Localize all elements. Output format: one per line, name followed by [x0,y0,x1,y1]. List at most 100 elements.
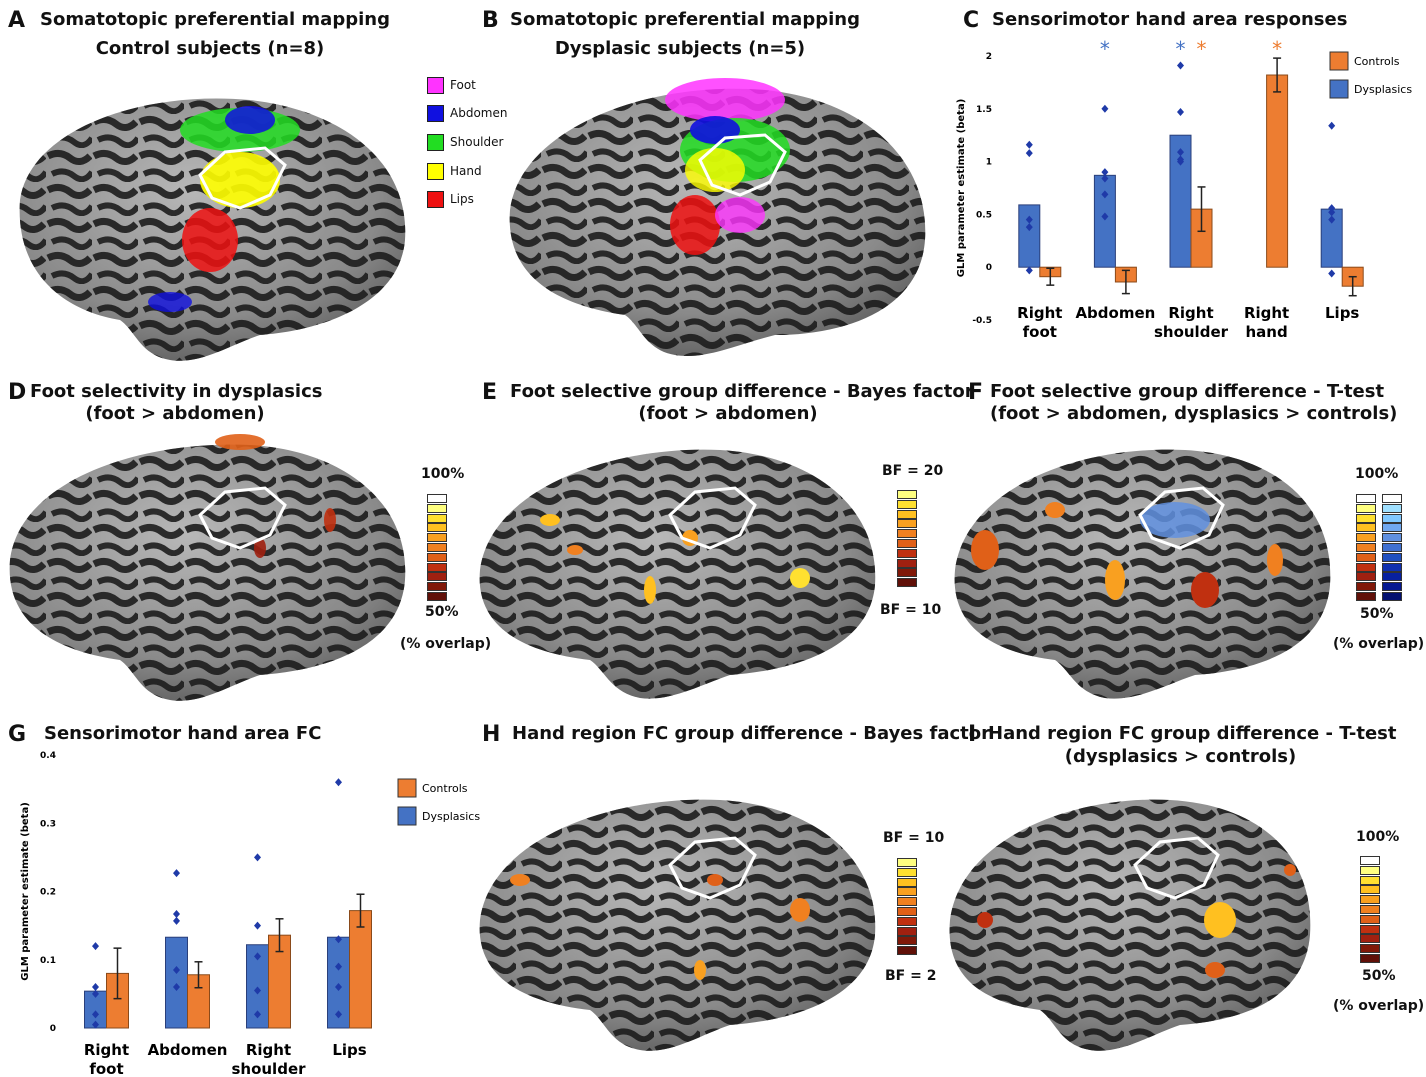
scale-h-top: BF = 10 [883,830,944,846]
data-point-dysplasics [1101,105,1108,113]
scale-e-top: BF = 20 [882,463,943,479]
panel-letter-b: B [482,8,499,33]
scale-step [1356,572,1376,581]
scale-step [1356,523,1376,532]
chart-g-sensorimotor-hand-fc: 00.10.20.30.4GLM parameter estimate (bet… [20,745,490,1075]
y-tick-label: 0.1 [40,956,56,966]
scale-step [427,514,447,523]
y-tick-label: 2 [986,52,992,62]
scale-step [1382,514,1402,523]
scale-step [1360,866,1380,875]
x-category-label: foot [89,1060,123,1075]
panel-c-title: Sensorimotor hand area responses [992,8,1347,32]
scale-step [427,572,447,581]
scale-step [1356,592,1376,601]
scale-d-bottom: 50% [425,604,459,620]
scale-step [1382,563,1402,572]
scale-step [1360,915,1380,924]
panel-i-title-line2: (dysplasics > controls) [988,745,1373,769]
data-point-dysplasics [1026,149,1033,157]
scale-step [1356,543,1376,552]
panel-letter-i: I [968,722,976,747]
x-category-label: Right [1168,304,1213,322]
scale-step [1360,885,1380,894]
legend-label-foot: Foot [450,78,476,92]
scale-step [1382,572,1402,581]
legend-swatch-lips [427,191,444,208]
legend-label-dysplasics: Dysplasics [422,810,480,823]
scale-step [897,500,917,509]
legend-label-controls: Controls [1354,55,1400,68]
scale-step [1360,944,1380,953]
scale-step [1360,934,1380,943]
scale-step [897,868,917,877]
scale-f-top: 100% [1355,466,1398,482]
scale-step [1356,582,1376,591]
scale-step [897,568,917,577]
scale-i-top: 100% [1356,829,1399,845]
scale-step [897,510,917,519]
scale-d-top: 100% [421,466,464,482]
panel-f-title-line1: Foot selective group difference - T-test [990,380,1370,404]
panel-letter-a: A [8,8,25,33]
scale-step [897,529,917,538]
x-category-label: shoulder [231,1060,306,1075]
scale-step [897,927,917,936]
scale-step [427,563,447,572]
legend-swatch-abdomen [427,105,444,122]
data-point-dysplasics [1177,62,1184,70]
brain-surface-i [940,770,1320,1060]
legend-label-hand: Hand [450,164,482,178]
data-point-dysplasics [173,910,180,918]
scale-step [897,907,917,916]
y-tick-label: 1.5 [976,105,992,115]
scale-step [1356,514,1376,523]
legend-swatch-controls [1330,52,1348,70]
y-tick-label: 0 [986,263,992,273]
x-category-label: Right [84,1041,129,1059]
y-axis-label: GLM parameter estimate (beta) [956,99,967,278]
legend-swatch-controls [398,779,416,797]
data-point-dysplasics [254,922,261,930]
scale-step [1360,954,1380,963]
scale-step [1360,925,1380,934]
panel-d-title-line1: Foot selectivity in dysplasics [30,380,320,404]
panel-e-title-line1: Foot selective group difference - Bayes … [510,380,946,404]
chart-c-sensorimotor-hand-responses: -0.5 0 0.5 1 1.5 2 GLM parameter estimate (bet… [950,40,1420,350]
brain-surface-a [0,80,420,370]
brain-surface-f [945,420,1345,705]
scale-step [1360,876,1380,885]
y-tick-label: 0.5 [976,210,992,220]
scale-step [897,539,917,548]
significance-star: * [1197,40,1207,61]
y-tick-label: 1 [986,158,992,168]
brain-surface-e [470,420,890,705]
scale-step [1382,543,1402,552]
x-category-label: Right [1017,304,1062,322]
panel-letter-e: E [482,380,497,405]
panel-g-title: Sensorimotor hand area FC [44,722,321,746]
scale-step [1356,553,1376,562]
scale-step [897,917,917,926]
x-category-label: Abdomen [148,1041,228,1059]
y-tick-label: 0.2 [40,888,56,898]
legend-label-dysplasics: Dysplasics [1354,83,1412,96]
data-point-dysplasics [92,983,99,991]
scale-step [427,523,447,532]
legend-swatch-dysplasics [398,807,416,825]
x-category-label: Abdomen [1075,304,1155,322]
scale-step [1382,533,1402,542]
panel-letter-h: H [482,722,500,747]
y-tick-label: -0.5 [972,316,992,326]
legend-label-lips: Lips [450,192,474,206]
scale-step [897,549,917,558]
scale-step [427,592,447,601]
scale-step [427,553,447,562]
scale-step [1382,523,1402,532]
scale-step [427,543,447,552]
x-category-label: foot [1023,323,1057,341]
bar-dysplasics [1019,205,1040,267]
panel-b-title-line2: Dysplasic subjects (n=5) [510,37,850,61]
y-tick-label: 0.4 [40,751,56,761]
bar-dysplasics [1094,175,1115,267]
